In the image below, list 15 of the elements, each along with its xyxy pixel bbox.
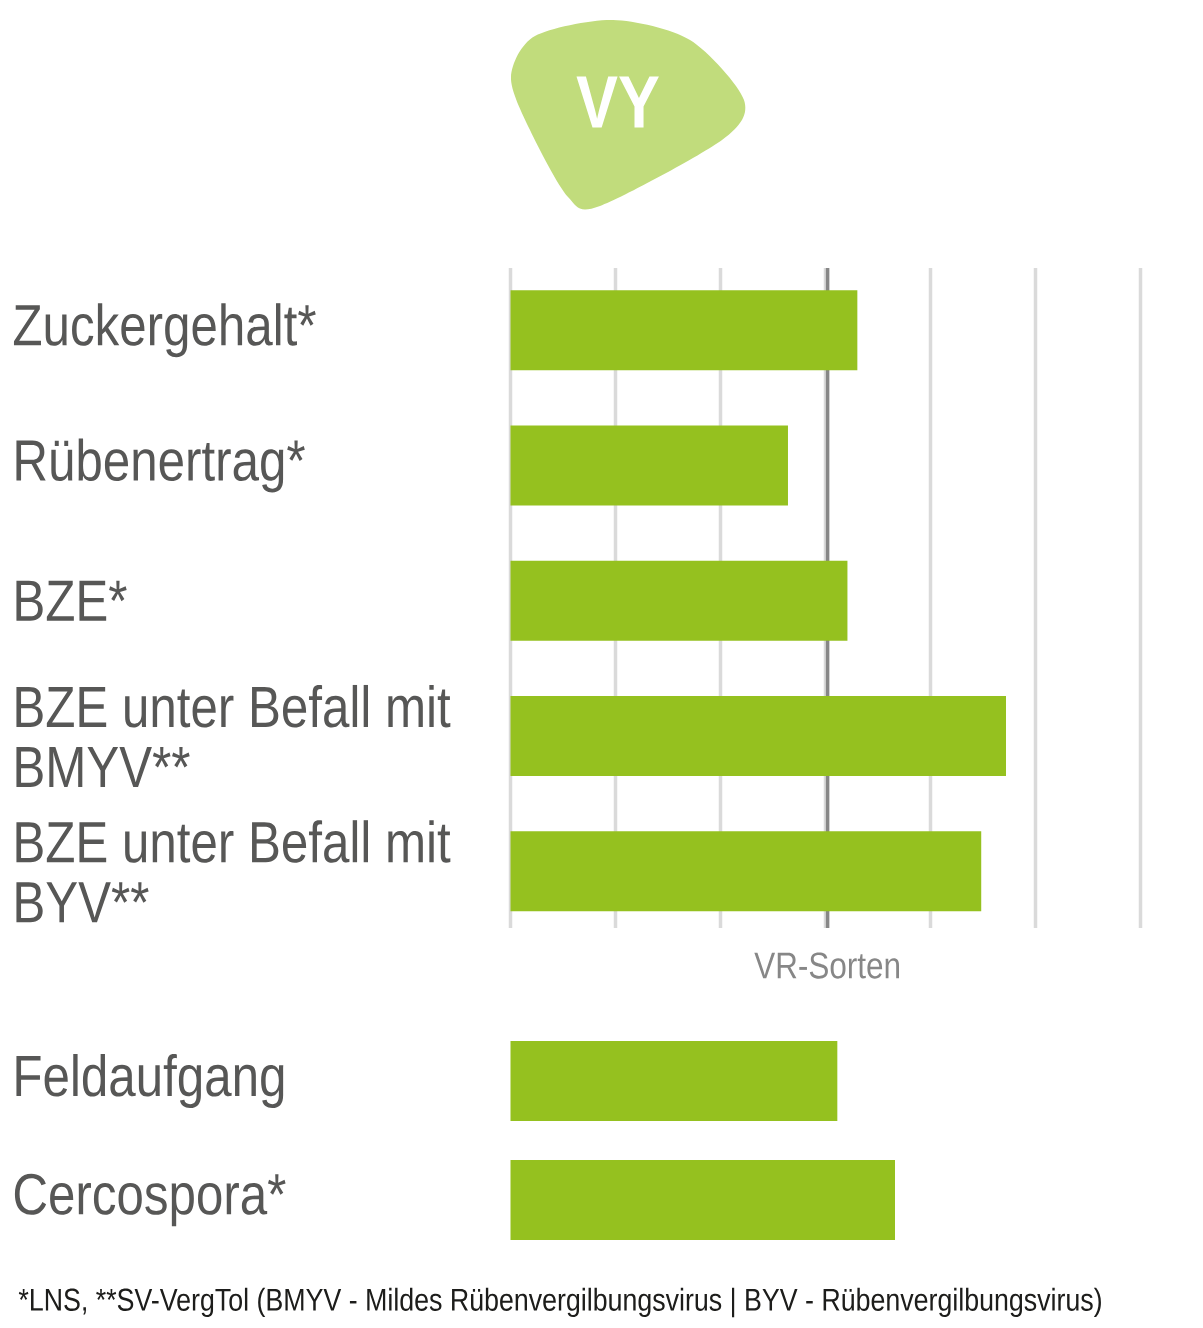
- bar: [510, 290, 858, 371]
- text: *LNS, **SV-VergTol (BMYV - Mildes Rübenvergilbungsvirus | BYV - Rübenvergilbungsvirus): [18, 1287, 1101, 1318]
- y-tick-label: Zuckergehalt*: [13, 303, 316, 358]
- bar: [510, 831, 982, 912]
- bar: [510, 425, 788, 506]
- y-tick-label: BZE unter Befall mit BYV**: [16, 820, 451, 923]
- bar: [510, 560, 848, 641]
- bar: [510, 695, 1006, 776]
- y-tick-label: Feldaufgang: [16, 1053, 284, 1109]
- y-tick-label: BZE unter Befall mit BMYV**: [16, 684, 451, 787]
- y-tick-label: BZE*: [16, 580, 127, 621]
- chart-title: VY: [576, 76, 659, 128]
- y-tick-label: Cercospora*: [14, 1173, 286, 1227]
- ref-line-label: VR-Sorten: [754, 952, 899, 979]
- y-tick-label: Rübenertrag*: [16, 438, 305, 493]
